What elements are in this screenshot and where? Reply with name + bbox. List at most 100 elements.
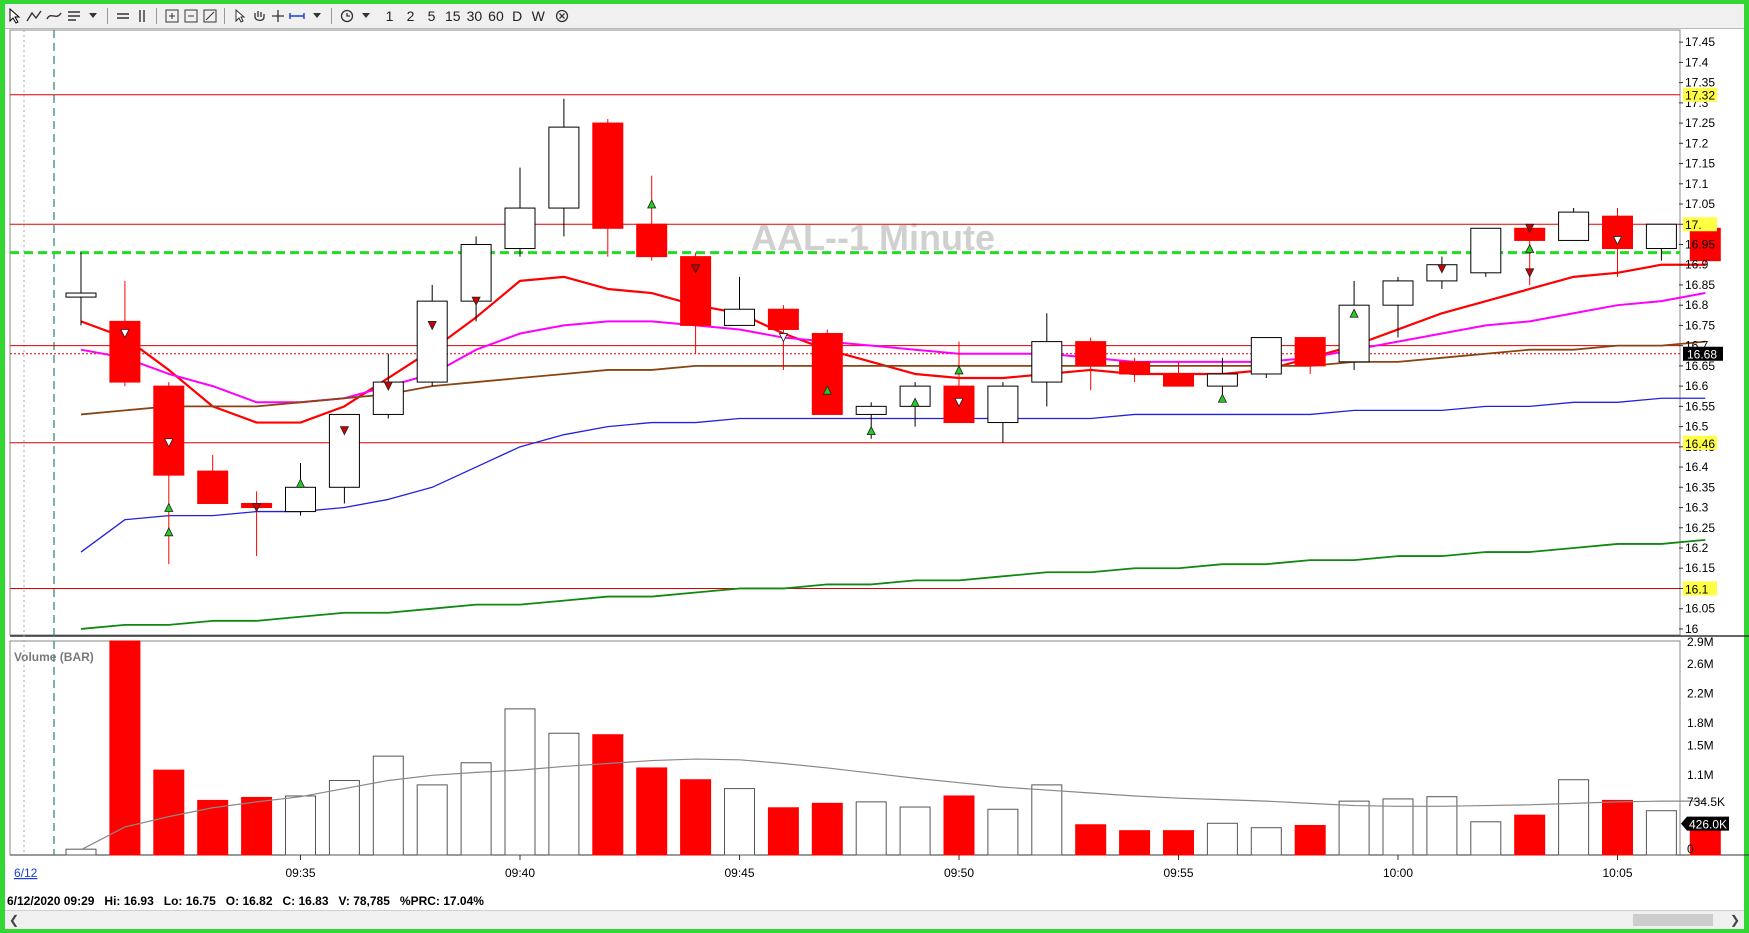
chevron-down-icon[interactable] (356, 6, 375, 26)
signal-down-marker (471, 296, 481, 307)
signal-down-marker (954, 397, 964, 408)
level-tag-label: 17. (1685, 218, 1702, 232)
price-tick-label: 17.35 (1685, 76, 1715, 90)
current-price-label: 16.68 (1687, 348, 1717, 362)
draw-icon[interactable] (24, 6, 44, 26)
timeframe-group: 1 2 5 15 30 60 D W (379, 6, 549, 26)
vwap-line (80, 397, 1706, 553)
list-icon[interactable] (64, 6, 83, 26)
candle-bull (1470, 227, 1502, 274)
volume-bar-up (372, 755, 404, 856)
signal-down-marker (690, 264, 701, 274)
volume-bar-up (1338, 800, 1370, 856)
price-tick-label: 16.95 (1685, 237, 1715, 251)
candle-bull (1558, 211, 1590, 241)
volume-bar-down (153, 769, 185, 856)
candle-bear (1294, 337, 1326, 367)
price-tick-label: 16.25 (1685, 521, 1715, 535)
hand-icon[interactable] (249, 6, 268, 26)
zoom-out-icon[interactable] (181, 6, 200, 26)
cursor-icon[interactable] (5, 6, 24, 26)
volume-bar-up (855, 801, 887, 856)
price-panel (9, 29, 1681, 636)
candle-bear (636, 223, 668, 258)
crosshair-icon[interactable] (268, 6, 287, 26)
volume-bar-up (1470, 821, 1502, 856)
measure-icon[interactable] (287, 6, 307, 26)
signal-up-marker (647, 199, 657, 209)
signal-down-marker (427, 321, 437, 331)
timeframe-2[interactable]: 2 (406, 8, 415, 24)
signal-up-marker (954, 365, 964, 375)
volume-bar-down (636, 767, 668, 856)
volume-bar-down (1514, 814, 1546, 856)
timeframe-30[interactable]: 30 (466, 8, 483, 24)
timeframe-d[interactable]: D (512, 8, 523, 24)
price-tick-label: 16.65 (1685, 359, 1715, 373)
volume-bar-down (1119, 830, 1151, 856)
price-tick-label: 17.45 (1685, 35, 1715, 49)
ema-slow-line (80, 340, 1706, 416)
volume-bar-up (285, 795, 316, 856)
volume-bar-down (943, 795, 975, 856)
price-tick-label: 16 (1685, 622, 1699, 636)
chevron-down-icon[interactable] (83, 6, 102, 26)
volume-tick-label: 2.6M (1687, 657, 1714, 671)
price-tick-label: 16.5 (1685, 420, 1709, 434)
volume-bar-up (548, 732, 580, 856)
toolbar-divider (156, 8, 157, 24)
volume-bar-up (1250, 827, 1282, 856)
timeframe-w[interactable]: W (531, 8, 545, 24)
volume-tick-label: 1.1M (1687, 768, 1714, 782)
zoom-fit-icon[interactable] (200, 6, 219, 26)
signal-down-marker (251, 503, 262, 513)
candle-bear (1075, 341, 1107, 367)
time-tick-label: 09:45 (724, 866, 754, 880)
time-tick-label: 09:55 (1163, 866, 1193, 880)
volume-bar-up (1558, 779, 1590, 856)
candle-bull (987, 385, 1019, 424)
signal-up-marker (1525, 243, 1535, 253)
candle-bear (767, 308, 799, 330)
volume-bar-up (1206, 822, 1238, 856)
signal-up-marker (164, 502, 174, 512)
close-circle-icon[interactable] (553, 6, 572, 26)
time-tick-label: 10:00 (1383, 866, 1413, 880)
chevron-down-icon[interactable] (307, 6, 326, 26)
scroll-thumb[interactable] (1633, 914, 1713, 926)
time-tick-label: 09:50 (944, 866, 974, 880)
toolbar-divider (331, 8, 332, 24)
zoom-in-icon[interactable] (162, 6, 181, 26)
timeframe-1[interactable]: 1 (385, 8, 394, 24)
lines-icon[interactable] (44, 6, 64, 26)
vline-icon[interactable] (132, 6, 151, 26)
volume-bar-down (1602, 799, 1633, 856)
timeframe-15[interactable]: 15 (445, 8, 461, 24)
volume-tick-label: 734.5K (1687, 795, 1725, 809)
price-tick-label: 16.15 (1685, 561, 1715, 575)
horizontal-scrollbar[interactable]: ❮ ❯ (5, 910, 1744, 929)
timeframe-5[interactable]: 5 (427, 8, 436, 24)
pointer-icon[interactable] (230, 6, 249, 26)
signal-up-marker (1217, 393, 1228, 403)
clock-icon[interactable] (337, 6, 356, 26)
scroll-right-arrow[interactable]: ❯ (1729, 913, 1741, 927)
volume-tick-label: 1.5M (1687, 738, 1714, 752)
signal-down-marker (1437, 264, 1447, 274)
candle-bull (724, 308, 755, 326)
candle-bull (460, 243, 492, 302)
long-ma-line (80, 539, 1706, 630)
signal-down-marker (1525, 223, 1535, 234)
volume-bar-up (460, 762, 492, 856)
hline-icon[interactable] (113, 6, 132, 26)
signal-up-marker (1349, 308, 1359, 318)
candle-bull (1250, 337, 1282, 375)
time-tick-label: 09:40 (505, 866, 535, 880)
volume-bar-down (1163, 830, 1194, 856)
timeframe-60[interactable]: 60 (488, 8, 504, 24)
scroll-left-arrow[interactable]: ❮ (8, 913, 20, 927)
volume-title: Volume (BAR) (14, 650, 94, 664)
candle-bull (855, 405, 887, 415)
volume-bar-down (811, 802, 843, 856)
